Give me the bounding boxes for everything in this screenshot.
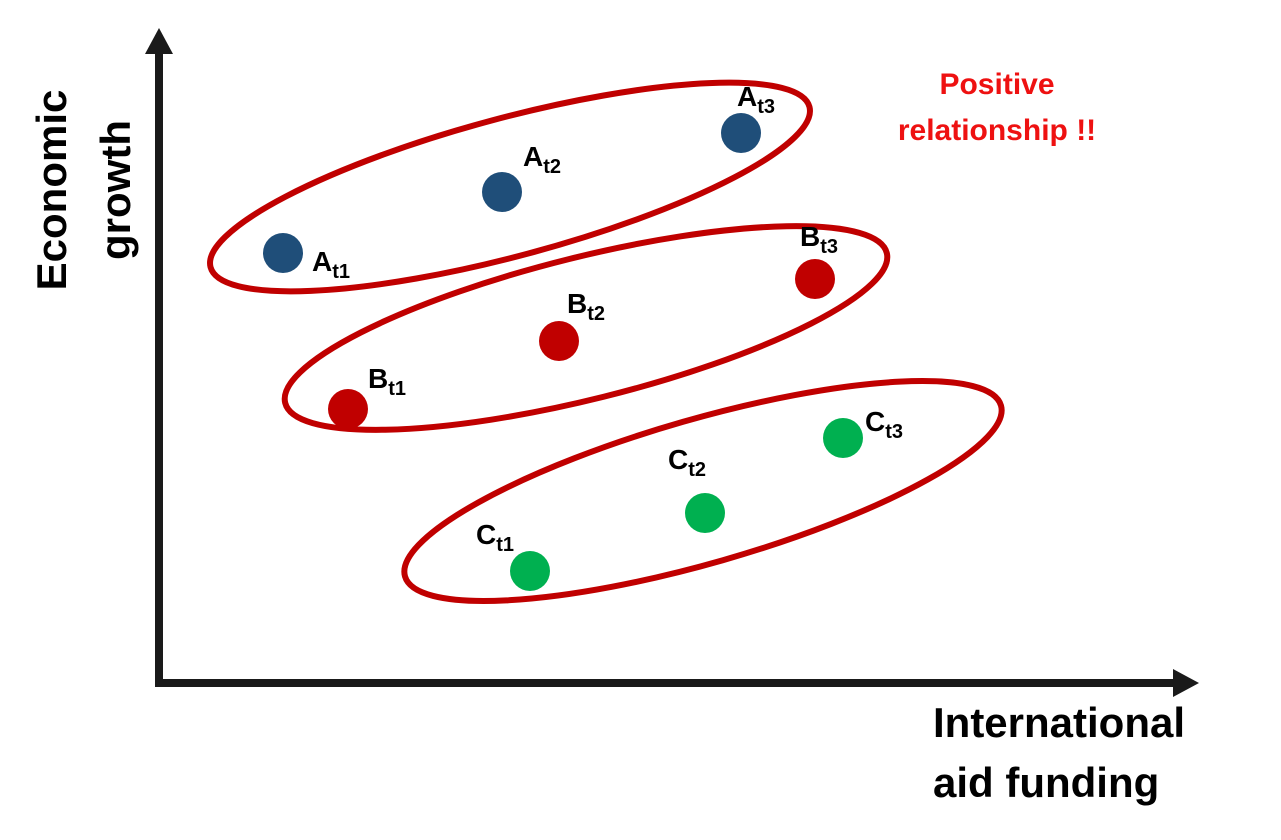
data-point-c-t2 <box>685 493 725 533</box>
point-label-a-t2: At2 <box>523 141 561 178</box>
group-ellipses <box>193 40 1021 646</box>
point-label-c-t3: Ct3 <box>865 406 903 443</box>
data-point-a-t3 <box>721 113 761 153</box>
x-axis-title: International aid funding <box>933 699 1185 806</box>
point-label-b-t2: Bt2 <box>567 288 605 325</box>
y-axis-title-line-1: Economic <box>28 90 75 291</box>
data-point-c-t3 <box>823 418 863 458</box>
point-label-c-t1: Ct1 <box>476 519 514 556</box>
data-point-b-t1 <box>328 389 368 429</box>
group-c-points: Ct1 Ct2 Ct3 <box>476 406 903 591</box>
point-label-b-t1: Bt1 <box>368 363 406 400</box>
data-point-a-t2 <box>482 172 522 212</box>
data-point-b-t3 <box>795 259 835 299</box>
x-axis-title-line-2: aid funding <box>933 759 1159 806</box>
data-point-b-t2 <box>539 321 579 361</box>
group-c-ellipse <box>385 336 1021 645</box>
data-point-a-t1 <box>263 233 303 273</box>
y-axis-title: Economic growth <box>28 90 139 291</box>
x-axis-title-line-1: International <box>933 699 1185 746</box>
point-label-a-t1: At1 <box>312 246 350 283</box>
group-b-points: Bt1 Bt2 Bt3 <box>328 221 838 429</box>
point-label-c-t2: Ct2 <box>668 444 706 481</box>
annotation-line-1: Positive <box>939 68 1054 101</box>
x-axis-arrowhead <box>1173 669 1199 697</box>
y-axis-arrowhead <box>145 28 173 54</box>
y-axis-title-line-2: growth <box>92 120 139 260</box>
annotation: Positive relationship !! <box>898 68 1096 147</box>
data-point-c-t1 <box>510 551 550 591</box>
annotation-line-2: relationship !! <box>898 114 1096 147</box>
